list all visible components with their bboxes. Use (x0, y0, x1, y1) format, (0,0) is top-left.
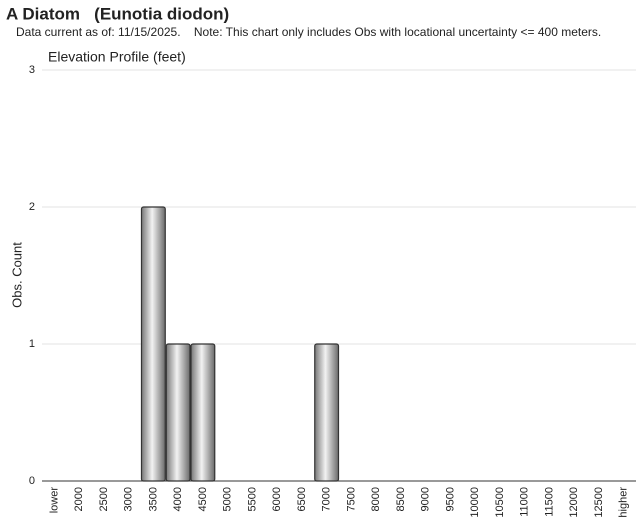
x-tick-label: 7000 (321, 487, 333, 511)
x-tick-label: 10000 (469, 487, 481, 518)
x-tick-label: 10500 (494, 487, 506, 518)
x-tick-label: 12000 (568, 487, 580, 518)
bar (314, 343, 340, 482)
x-tick-label: 9500 (444, 487, 456, 511)
x-tick-label: 4500 (197, 487, 209, 511)
bar (165, 343, 191, 482)
x-tick-label: lower (48, 487, 60, 514)
x-tick-label: 11500 (543, 487, 555, 517)
x-tick-label: 9000 (420, 487, 432, 511)
x-tick-label: 7500 (345, 487, 357, 511)
chart-title: Elevation Profile (feet) (48, 49, 186, 65)
y-tick-label: 2 (29, 201, 35, 213)
x-tick-label: higher (618, 487, 630, 518)
y-tick-label: 1 (29, 338, 35, 350)
bar (190, 343, 216, 482)
x-tick-label: 11000 (519, 487, 531, 517)
y-tick-label: 3 (29, 64, 35, 76)
x-tick-label: 5500 (246, 487, 258, 511)
x-tick-label: 3500 (147, 487, 159, 511)
x-tick-label: 5000 (222, 487, 234, 511)
bar (140, 206, 166, 482)
x-tick-label: 12500 (593, 487, 605, 518)
x-tick-label: 8000 (370, 487, 382, 511)
y-axis-label: Obs. Count (9, 242, 24, 308)
x-tick-label: 6500 (296, 487, 308, 511)
x-tick-label: 4000 (172, 487, 184, 511)
x-tick-label: 2000 (73, 487, 85, 511)
subtitle: Data current as of: 11/15/2025. Note: Th… (16, 25, 601, 39)
x-tick-label: 6000 (271, 487, 283, 511)
x-tick-label: 3000 (123, 487, 135, 511)
x-tick-label: 8500 (395, 487, 407, 511)
x-tick-label: 2500 (98, 487, 110, 511)
y-tick-label: 0 (29, 475, 35, 487)
page-title: A Diatom (Eunotia diodon) (6, 4, 229, 23)
